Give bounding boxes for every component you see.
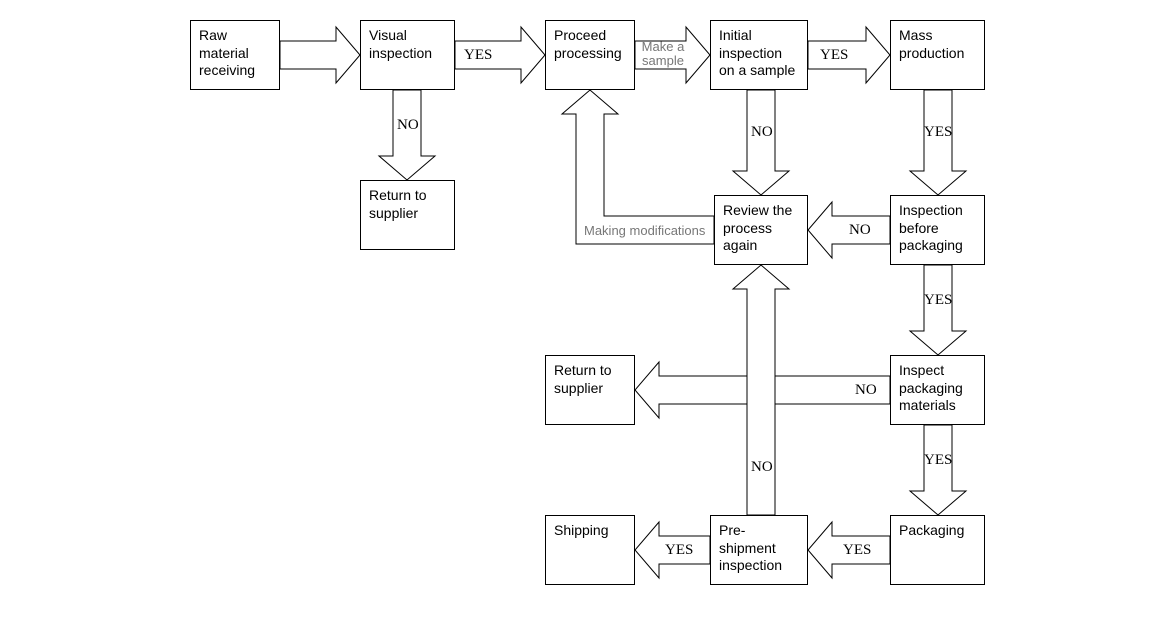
- node-visual: Visual inspection: [360, 20, 455, 90]
- node-return1-label: Return to supplier: [369, 187, 446, 222]
- arrow-raw-visual: [280, 27, 360, 83]
- node-matpkg-label: Inspect packaging materials: [899, 362, 976, 415]
- label-make-sample: Make a sample: [637, 40, 689, 69]
- node-review: Review the process again: [714, 195, 808, 265]
- node-proceed-label: Proceed processing: [554, 27, 626, 62]
- arrow-preship-review: [733, 265, 789, 515]
- label-inspkg-no: NO: [849, 223, 871, 238]
- node-return2-label: Return to supplier: [554, 362, 626, 397]
- node-pack: Packaging: [890, 515, 985, 585]
- label-visual-no: NO: [397, 118, 419, 133]
- node-return1: Return to supplier: [360, 180, 455, 250]
- arrow-inspkg-matpkg: [910, 265, 966, 355]
- node-mass: Mass production: [890, 20, 985, 90]
- node-mass-label: Mass production: [899, 27, 976, 62]
- label-inspkg-yes: YES: [924, 293, 952, 308]
- label-pack-yes: YES: [843, 543, 871, 558]
- arrow-visual-return1: [379, 90, 435, 180]
- node-initial: Initial inspection on a sample: [710, 20, 808, 90]
- label-matpkg-no: NO: [855, 383, 877, 398]
- node-initial-label: Initial inspection on a sample: [719, 27, 799, 80]
- label-initial-no: NO: [751, 125, 773, 140]
- arrow-mass-inspkg: [910, 90, 966, 195]
- label-matpkg-yes: YES: [924, 453, 952, 468]
- node-return2: Return to supplier: [545, 355, 635, 425]
- node-pack-label: Packaging: [899, 522, 964, 540]
- node-proceed: Proceed processing: [545, 20, 635, 90]
- node-preship-label: Pre-shipment inspection: [719, 522, 799, 575]
- arrow-matpkg-pack: [910, 425, 966, 515]
- node-ship-label: Shipping: [554, 522, 609, 540]
- node-review-label: Review the process again: [723, 202, 799, 255]
- arrow-initial-review: [733, 90, 789, 195]
- label-preship-no: NO: [751, 460, 773, 475]
- node-matpkg: Inspect packaging materials: [890, 355, 985, 425]
- node-visual-label: Visual inspection: [369, 27, 446, 62]
- node-raw: Raw material receiving: [190, 20, 280, 90]
- node-preship: Pre-shipment inspection: [710, 515, 808, 585]
- label-visual-yes: YES: [464, 48, 492, 63]
- label-making-mods: Making modifications: [584, 224, 705, 237]
- node-ship: Shipping: [545, 515, 635, 585]
- label-preship-yes: YES: [665, 543, 693, 558]
- label-mass-yes: YES: [924, 125, 952, 140]
- node-inspkg: Inspection before packaging: [890, 195, 985, 265]
- node-raw-label: Raw material receiving: [199, 27, 271, 80]
- node-inspkg-label: Inspection before packaging: [899, 202, 976, 255]
- label-initial-yes: YES: [820, 48, 848, 63]
- arrow-review-proceed: [562, 90, 714, 244]
